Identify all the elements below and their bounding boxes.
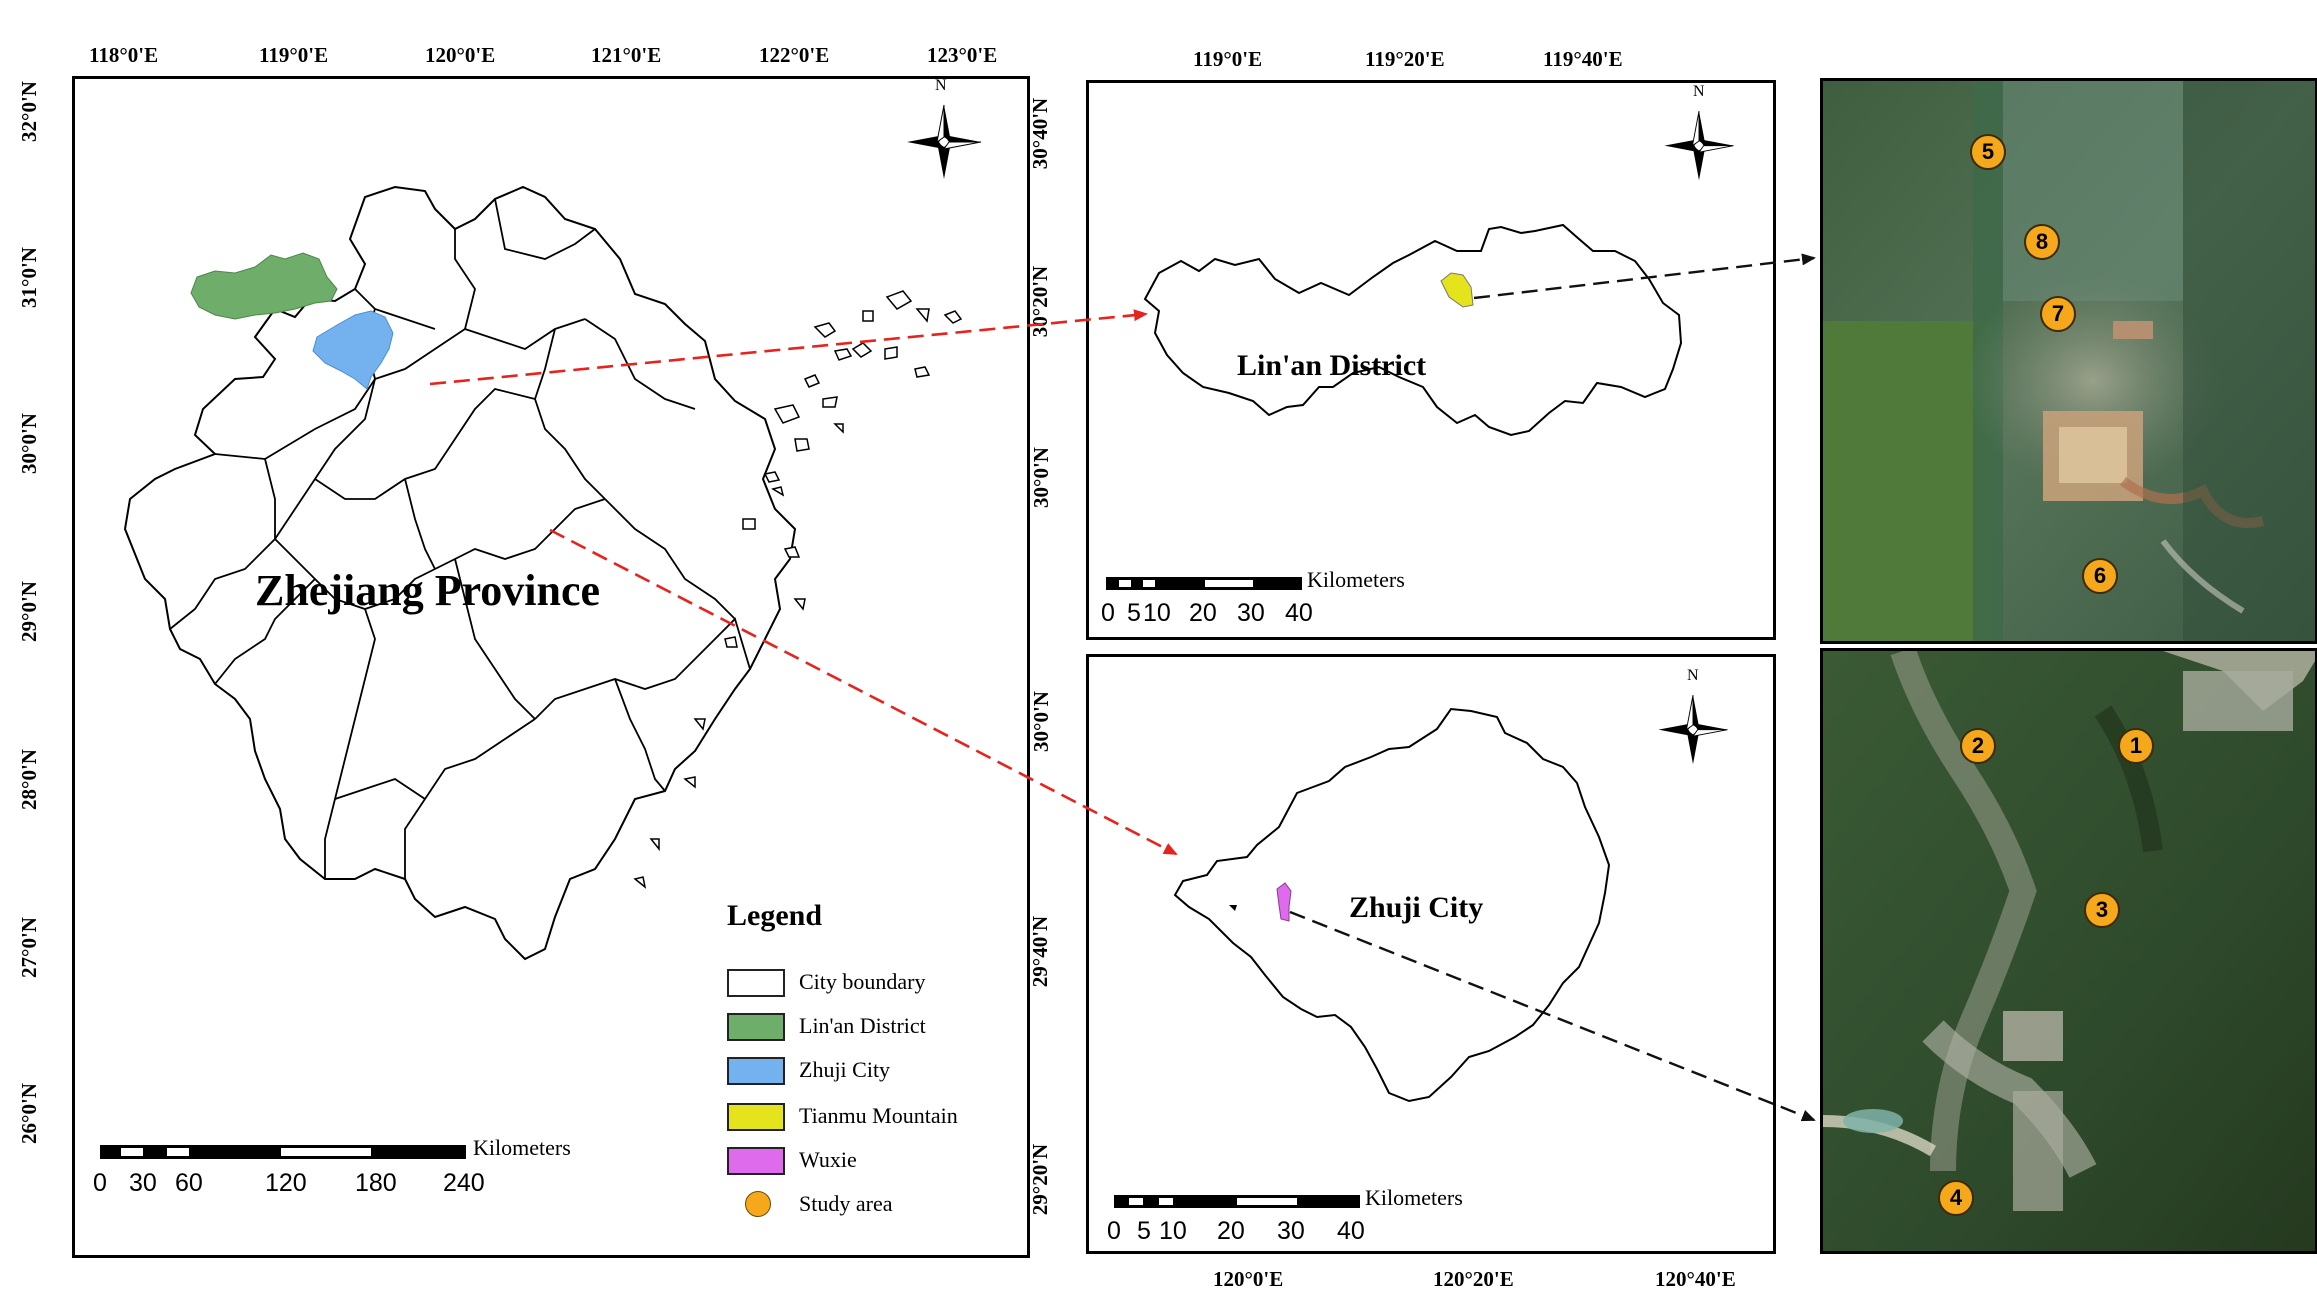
scalebar-number: 10 (1143, 599, 1171, 627)
lon-tick: 120°40'E (1655, 1267, 1736, 1291)
legend-swatch-city-boundary (727, 969, 785, 997)
lon-tick: 121°0'E (591, 43, 662, 67)
scalebar-unit: Kilometers (1307, 567, 1405, 592)
scalebar-number: 20 (1217, 1217, 1245, 1245)
lat-tick: 26°0'N (16, 1083, 41, 1144)
wuxie-imagery (1823, 651, 2315, 1251)
lat-tick: 30°0'N (16, 413, 41, 474)
lon-tick: 120°0'E (1213, 1267, 1284, 1291)
scalebar-number: 40 (1337, 1217, 1365, 1245)
scalebar-number: 0 (93, 1169, 107, 1197)
wuxie-shape (1276, 882, 1292, 922)
scalebar-number: 5 (1127, 599, 1141, 627)
legend-swatch-wuxie (727, 1147, 785, 1175)
scalebar-number: 5 (1137, 1217, 1151, 1245)
lat-tick: 29°0'N (16, 581, 41, 642)
lat-tick: 32°0'N (16, 81, 41, 142)
tianmu-satellite-image (1820, 78, 2317, 644)
legend-swatch-study-area (745, 1191, 771, 1217)
lon-tick: 119°20'E (1365, 47, 1445, 71)
lat-tick: 31°0'N (16, 247, 41, 308)
study-area-marker: 6 (2082, 558, 2118, 594)
lon-tick: 119°40'E (1543, 47, 1623, 71)
study-area-marker: 1 (2118, 728, 2154, 764)
lat-tick: 28°0'N (16, 749, 41, 810)
scalebar (1106, 577, 1302, 590)
zhuji-title: Zhuji City (1349, 891, 1484, 924)
study-area-marker: 4 (1938, 1180, 1974, 1216)
scalebar-number: 20 (1189, 599, 1217, 627)
north-label: N (1687, 667, 1699, 684)
scalebar-number: 40 (1285, 599, 1313, 627)
scalebar-number: 30 (1277, 1217, 1305, 1245)
study-area-marker: 8 (2024, 224, 2060, 260)
north-arrow-icon (1658, 695, 1728, 765)
lon-tick: 123°0'E (927, 43, 998, 67)
lon-tick: 122°0'E (759, 43, 830, 67)
legend-label: Lin'an District (799, 1013, 926, 1038)
lat-tick: 30°20'N (1028, 265, 1053, 338)
scalebar-number: 30 (129, 1169, 157, 1197)
scalebar-number: 30 (1237, 599, 1265, 627)
city-boundaries (169, 198, 751, 879)
linan-district-shape (190, 252, 338, 320)
study-area-marker: 2 (1960, 728, 1996, 764)
legend-label: City boundary (799, 969, 926, 994)
province-title: Zhejiang Province (255, 566, 601, 615)
scalebar-unit: Kilometers (473, 1135, 571, 1160)
legend-title: Legend (727, 899, 823, 932)
lat-tick: 30°0'N (1028, 447, 1053, 508)
lat-tick: 29°40'N (1028, 915, 1053, 988)
scalebar-number: 180 (355, 1169, 397, 1197)
scalebar-unit: Kilometers (1365, 1185, 1463, 1210)
lon-tick: 119°0'E (1193, 47, 1263, 71)
tianmu-imagery (1823, 81, 2315, 641)
legend-swatch-tianmu (727, 1103, 785, 1131)
legend-swatch-zhuji (727, 1057, 785, 1085)
north-arrow-icon (1664, 111, 1734, 181)
scalebar (100, 1145, 466, 1159)
zhuji-city-shape (312, 310, 394, 390)
zhuji-map-panel: 120°0'E 120°20'E 120°40'E 30°0'N 29°40'N… (1028, 654, 1776, 1291)
legend-swatch-linan (727, 1013, 785, 1041)
north-label: N (935, 77, 947, 94)
scalebar-number: 0 (1107, 1217, 1121, 1245)
lat-tick: 27°0'N (16, 917, 41, 978)
study-area-marker: 7 (2040, 296, 2076, 332)
zhejiang-map-panel: 118°0'E 119°0'E 120°0'E 121°0'E 122°0'E … (17, 43, 1030, 1258)
legend-label: Wuxie (799, 1147, 857, 1172)
north-arrow-icon (907, 104, 982, 179)
scalebar-number: 0 (1101, 599, 1115, 627)
scalebar-number: 240 (443, 1169, 485, 1197)
lon-tick: 120°0'E (425, 43, 496, 67)
legend-label: Zhuji City (799, 1057, 891, 1082)
study-area-marker: 5 (1970, 134, 2006, 170)
lat-tick: 30°0'N (1028, 691, 1053, 752)
linan-map-panel: 119°0'E 119°20'E 119°40'E 30°40'N 30°20'… (1028, 47, 1776, 640)
study-area-marker: 3 (2084, 892, 2120, 928)
lon-tick: 119°0'E (259, 43, 329, 67)
legend-label: Study area (799, 1191, 893, 1216)
scalebar-number: 10 (1159, 1217, 1187, 1245)
scalebar-number: 60 (175, 1169, 203, 1197)
linan-boundary (1143, 223, 1683, 437)
north-label: N (1693, 83, 1705, 100)
lon-tick: 120°20'E (1433, 1267, 1514, 1291)
scalebar-number: 120 (265, 1169, 307, 1197)
linan-title: Lin'an District (1237, 349, 1427, 382)
lat-tick: 30°40'N (1028, 97, 1053, 170)
lat-tick: 29°20'N (1028, 1143, 1053, 1216)
lon-tick: 118°0'E (89, 43, 159, 67)
scalebar (1114, 1195, 1360, 1208)
legend-label: Tianmu Mountain (799, 1103, 958, 1128)
tianmu-mountain-shape (1440, 272, 1474, 308)
wuxie-satellite-image (1820, 648, 2317, 1254)
